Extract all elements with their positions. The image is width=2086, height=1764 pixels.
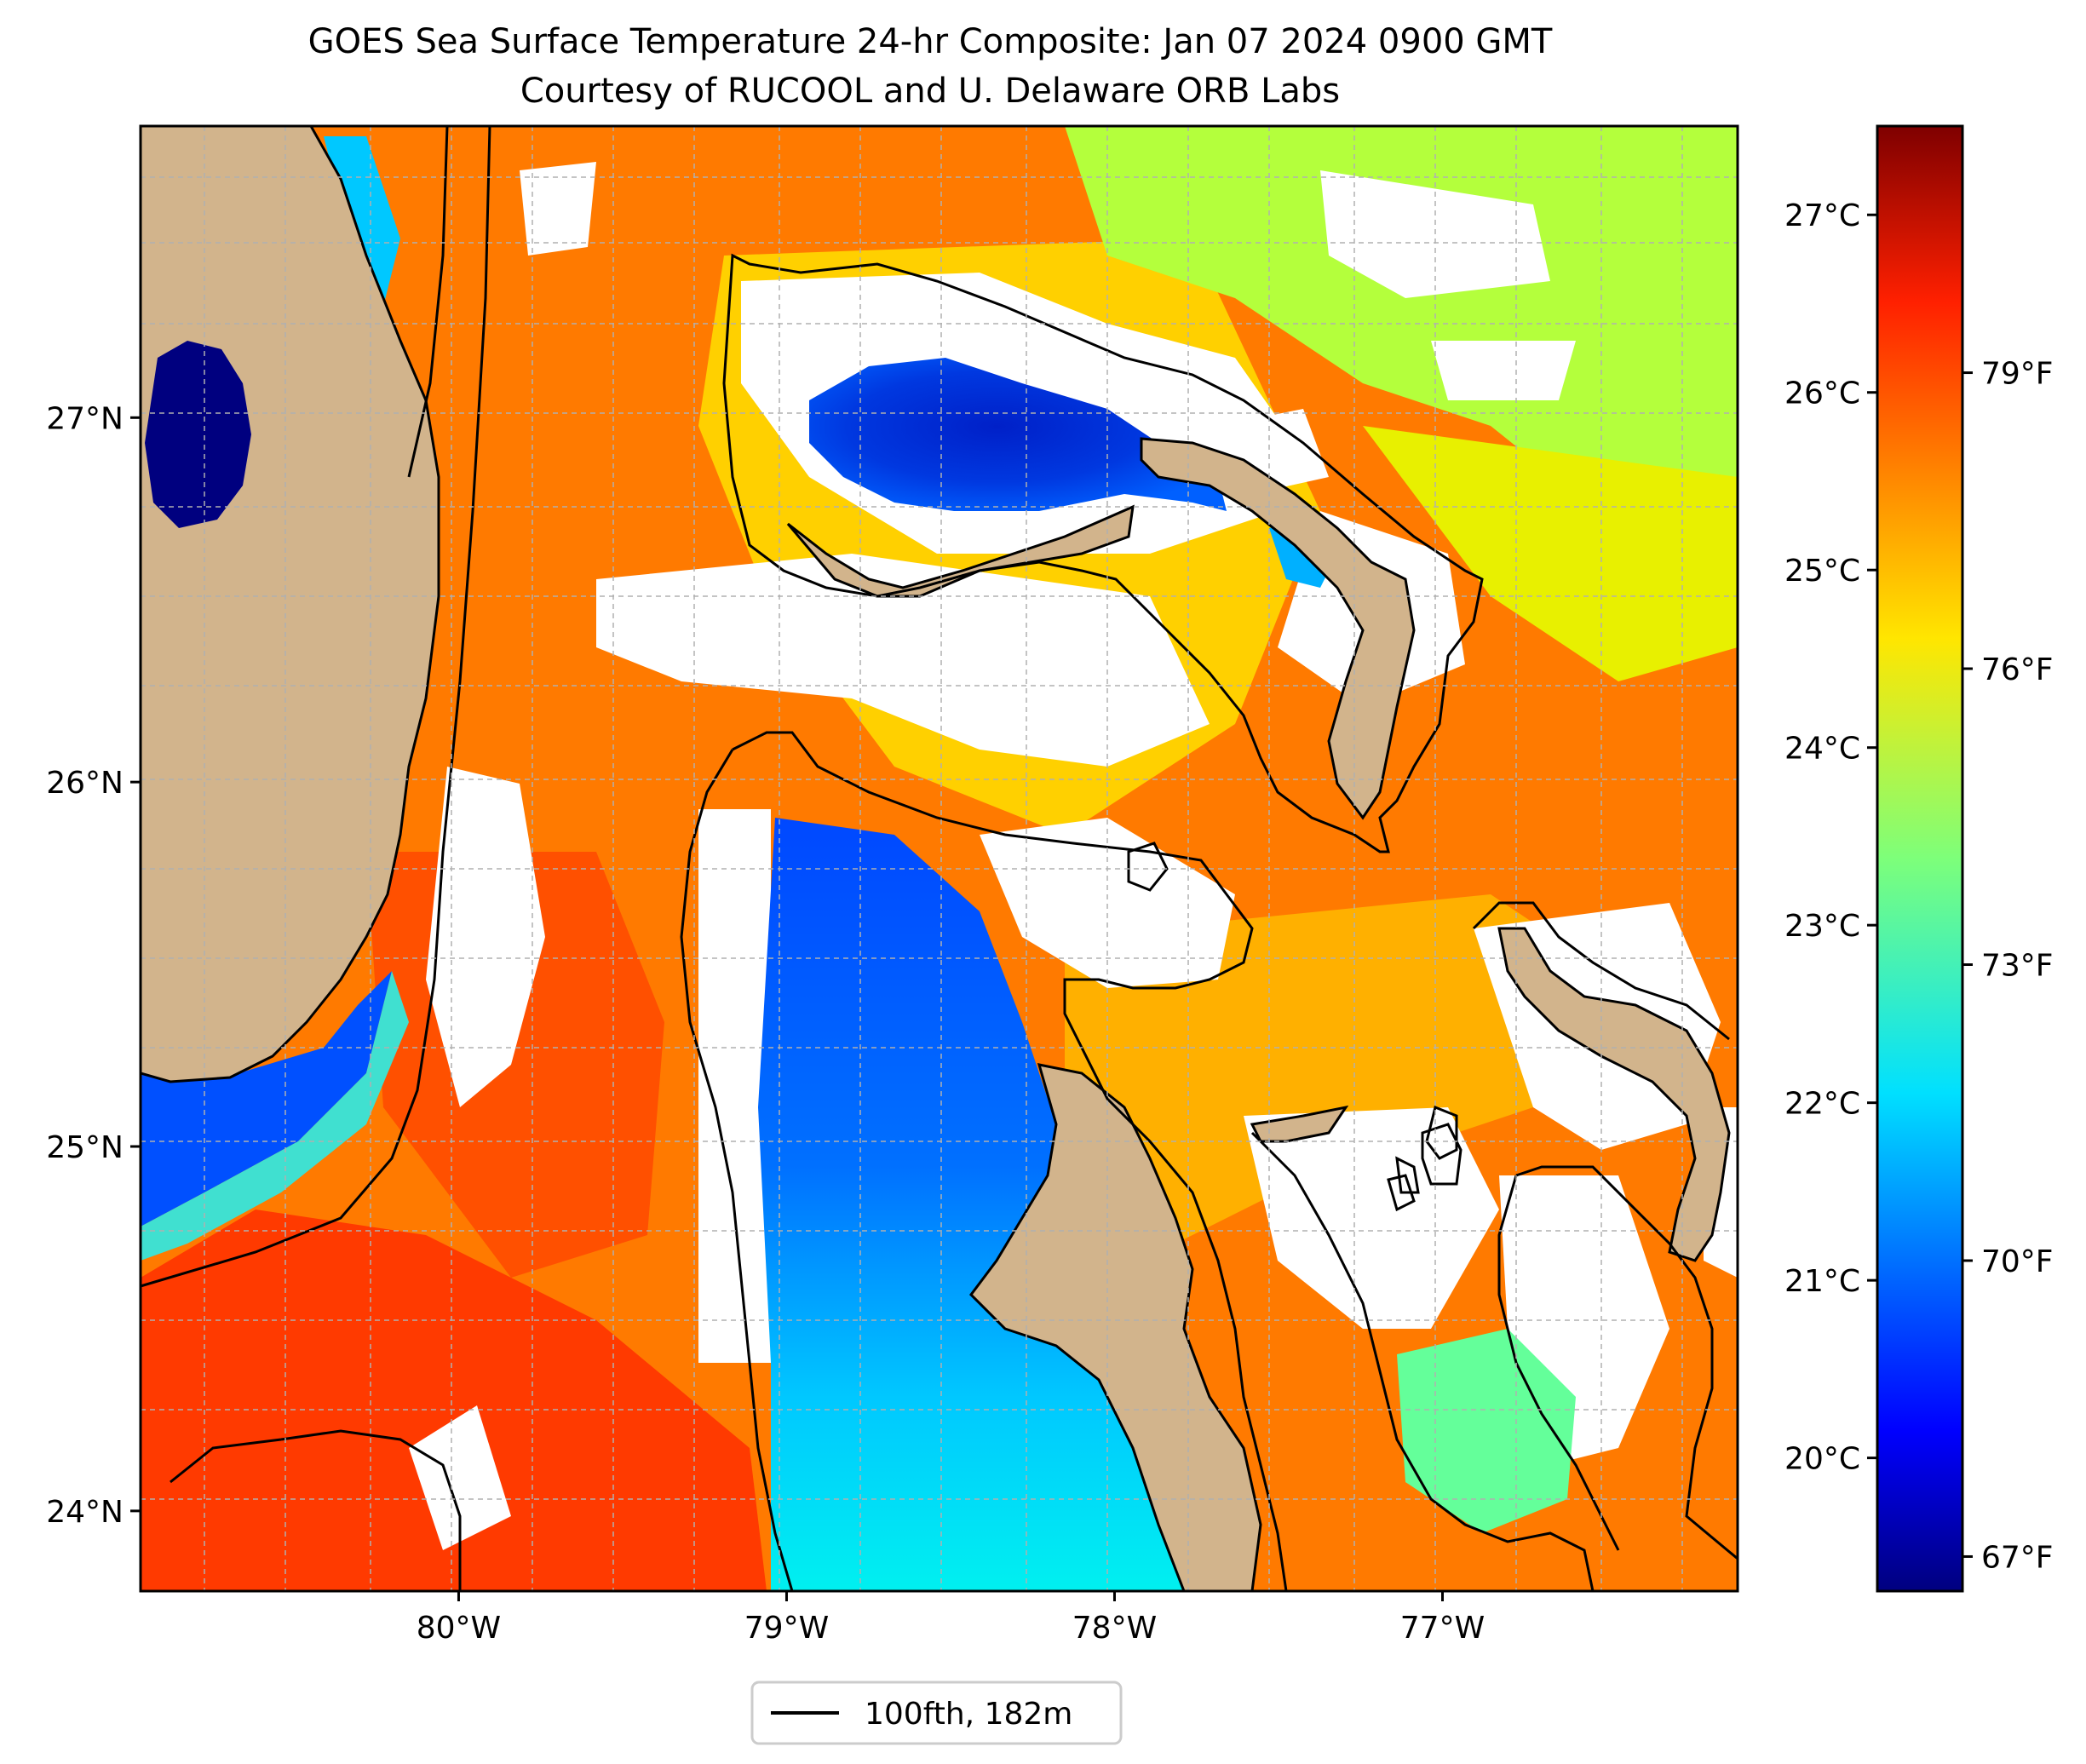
cold-water-blob-n: [809, 358, 1227, 511]
celsius-tick-label: 22°C: [1784, 1087, 1860, 1122]
colorbar-fahrenheit-axis: 79°F 76°F 73°F 70°F 67°F: [1962, 357, 2054, 1575]
celsius-tick-label: 21°C: [1784, 1264, 1860, 1299]
celsius-tick-label: 25°C: [1784, 554, 1860, 589]
yellow-water-se: [1065, 894, 1618, 1278]
fahrenheit-tick-label: 79°F: [1981, 357, 2054, 392]
legend: 100fth, 182m: [750, 1681, 1123, 1745]
title-line-1: GOES Sea Surface Temperature 24-hr Compo…: [308, 22, 1553, 61]
lon-tick-label: 79°W: [744, 1611, 829, 1646]
map-frame: [139, 124, 1739, 1593]
lon-tick-label: 78°W: [1072, 1611, 1157, 1646]
celsius-tick-label: 24°C: [1784, 732, 1860, 767]
fahrenheit-tick-label: 67°F: [1981, 1540, 2054, 1575]
lon-tick-label: 77°W: [1400, 1611, 1485, 1646]
florida-lake: [145, 341, 251, 528]
cold-water-tongue: [758, 818, 1184, 1591]
title-line-2: Courtesy of RUCOOL and U. Delaware ORB L…: [520, 72, 1340, 111]
colorbar-celsius-axis: 27°C 26°C 25°C 24°C 23°C 22°C 21°C 20°C: [1784, 198, 1877, 1477]
abaco-island: [1140, 437, 1416, 820]
lat-tick-label: 26°N: [46, 766, 124, 801]
celsius-tick-label: 26°C: [1784, 376, 1860, 411]
colorbar: [1876, 124, 1964, 1593]
small-cay-1: [1425, 1105, 1458, 1160]
longitude-axis: 80°W 79°W 78°W 77°W: [417, 1591, 1485, 1646]
fahrenheit-tick-label: 70°F: [1981, 1244, 2054, 1279]
small-cay-2: [1395, 1156, 1420, 1194]
cold-coastal-strip: [141, 971, 392, 1227]
lat-tick-label: 25°N: [46, 1130, 124, 1165]
map-panel: [141, 126, 1738, 1591]
lat-tick-label: 27°N: [46, 401, 124, 436]
legend-box: [750, 1681, 1123, 1745]
fahrenheit-tick-label: 76°F: [1981, 652, 2054, 687]
isobath-contours: [141, 126, 1738, 1591]
cool-florida-coast-n: [324, 136, 400, 307]
celsius-tick-label: 23°C: [1784, 909, 1860, 944]
cool-coastal-strip: [141, 971, 409, 1261]
berry-islands: [1127, 842, 1169, 892]
green-water-ne: [1065, 126, 1738, 528]
yellow-green-ne: [1363, 426, 1738, 681]
celsius-tick-label: 20°C: [1784, 1442, 1860, 1477]
legend-label: 100fth, 182m: [865, 1697, 1072, 1732]
celsius-tick-label: 27°C: [1784, 198, 1860, 233]
lat-tick-label: 24°N: [46, 1495, 124, 1530]
gridlines: [141, 126, 1738, 1591]
green-water-se: [1397, 1329, 1576, 1533]
red-water-sw: [141, 1210, 767, 1591]
lon-tick-label: 80°W: [417, 1611, 501, 1646]
latitude-axis: 27°N 26°N 25°N 24°N: [46, 401, 141, 1530]
fahrenheit-tick-label: 73°F: [1981, 949, 2054, 984]
